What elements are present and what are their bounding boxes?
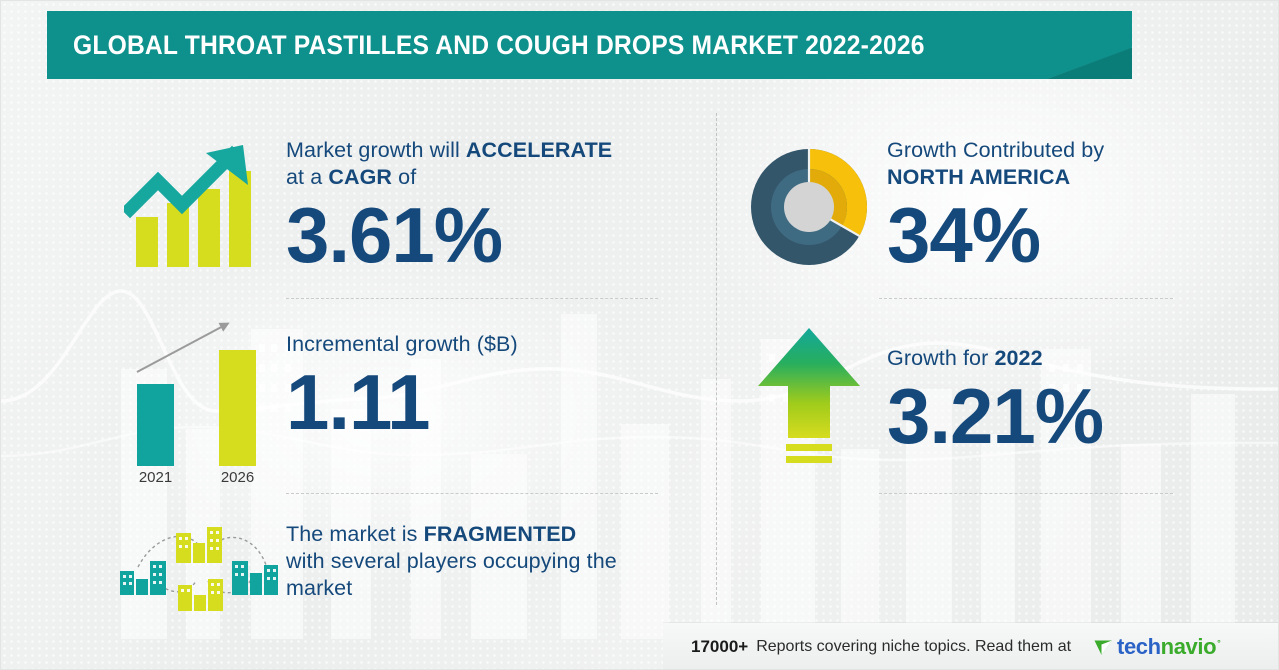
cagr-lead-accelerate: ACCELERATE: [465, 137, 613, 162]
cagr-lead-part1: Market growth will: [286, 137, 466, 162]
footer-report-count: 17000+: [691, 637, 749, 656]
fragmentation-strong: FRAGMENTED: [423, 521, 577, 546]
fragmentation-lead-text: The market is FRAGMENTED with several pl…: [286, 521, 691, 602]
fragmentation-part1: The market is: [286, 521, 424, 546]
divider-left-upper: [286, 298, 658, 299]
stat-incremental-growth: 2021 2026 Incremental growth ($B) 1.11: [111, 309, 671, 484]
cagr-lead-part3: of: [392, 164, 417, 189]
divider-right-upper: [879, 298, 1173, 299]
cagr-lead-text: Market growth will ACCELERATE at a CAGR …: [286, 137, 671, 191]
growth-year-strong: 2022: [994, 346, 1043, 370]
incremental-value: 1.11: [286, 358, 431, 446]
region-lead-part1: Growth Contributed by: [887, 137, 1105, 162]
cagr-lead-cagr: CAGR: [328, 164, 393, 189]
footer-description: Reports covering niche topics. Read them…: [756, 638, 1072, 655]
vertical-column-divider: [716, 113, 717, 605]
stat-cagr: Market growth will ACCELERATE at a CAGR …: [111, 119, 671, 294]
header-banner: GLOBAL THROAT PASTILLES AND COUGH DROPS …: [47, 11, 1132, 79]
up-arrow-icon: [757, 327, 860, 463]
growth-year-value: 3.21%: [887, 372, 1104, 460]
logo-text-navio: navio: [1160, 634, 1217, 659]
bar-label-2021: 2021: [138, 469, 171, 482]
footer-bar: 17000+ Reports covering niche topics. Re…: [663, 623, 1278, 669]
growth-arrow-bar-chart-icon: [123, 145, 251, 267]
cagr-lead-part2: at a: [286, 164, 329, 189]
region-value: 34%: [887, 190, 1041, 279]
cagr-value: 3.61%: [286, 190, 503, 279]
stat-region-contribution: Growth Contributed by NORTH AMERICA 34%: [736, 119, 1186, 294]
stat-growth-year: Growth for 2022 3.21%: [736, 319, 1186, 484]
city-buildings-network-icon: [120, 527, 278, 611]
divider-left-lower: [286, 493, 658, 494]
growth-year-part1: Growth for: [887, 346, 995, 370]
technavio-logo[interactable]: technavio°: [1093, 634, 1221, 660]
bar-label-2026: 2026: [220, 469, 253, 482]
region-lead-strong: NORTH AMERICA: [887, 164, 1071, 189]
region-lead-text: Growth Contributed by NORTH AMERICA: [887, 137, 1186, 191]
two-bar-growth-icon: 2021 2026: [136, 322, 256, 482]
logo-trademark: °: [1217, 637, 1221, 648]
donut-chart-icon: [750, 148, 867, 265]
technavio-triangle-logo-icon: [1094, 640, 1113, 655]
page-title: GLOBAL THROAT PASTILLES AND COUGH DROPS …: [73, 29, 925, 60]
divider-right-lower: [879, 493, 1173, 494]
growth-year-lead-text: Growth for 2022: [887, 345, 1186, 372]
banner-background: [47, 11, 1132, 79]
incremental-label: Incremental growth ($B): [286, 332, 518, 356]
fragmentation-line3: market: [286, 575, 353, 600]
stat-fragmentation: The market is FRAGMENTED with several pl…: [111, 506, 691, 616]
fragmentation-line2: with several players occupying the: [286, 548, 617, 573]
logo-text-tech: tech: [1117, 634, 1161, 659]
